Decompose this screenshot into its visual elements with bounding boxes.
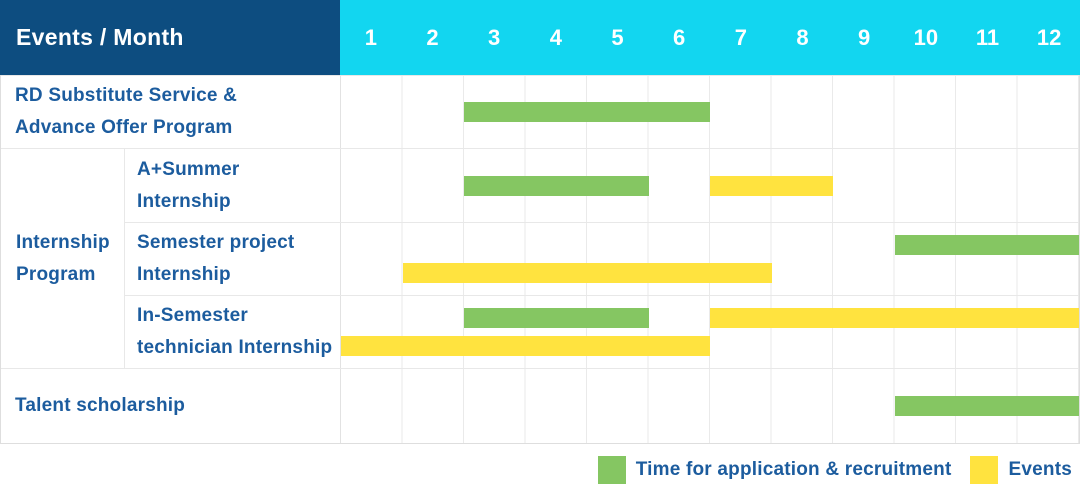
row-label-line: A+Summer — [137, 158, 240, 180]
legend-label: Time for application & recruitment — [635, 458, 952, 480]
subrow-label: Semester project Internship — [124, 223, 340, 295]
row-label-line: technician Internship — [137, 337, 333, 358]
month-header-12: 12 — [1036, 24, 1062, 50]
month-header-1: 1 — [364, 24, 377, 50]
row-label-line: Internship — [137, 264, 231, 285]
legend-swatch-green — [597, 455, 626, 484]
gantt-bar-green — [464, 175, 649, 196]
gantt-bar-yellow — [402, 263, 772, 283]
gantt-bar-green — [464, 102, 710, 122]
gantt-chart-cell — [340, 369, 1079, 443]
row-label-line: Internship — [16, 231, 110, 253]
group-subrows: A+Summer Internship Semester project Intern… — [124, 149, 1079, 368]
table-subrow: A+Summer Internship — [124, 149, 1079, 222]
gantt-bar-yellow — [341, 336, 710, 356]
row-label-line: Internship — [137, 190, 231, 212]
gantt-table-body: RD Substitute Service & Advance Offer Pro… — [0, 75, 1080, 444]
chart-legend: Time for application & recruitment Events — [0, 444, 1080, 494]
gantt-bar-yellow — [710, 308, 1079, 328]
gantt-chart-cell — [340, 296, 1079, 368]
month-header-9: 9 — [858, 24, 871, 50]
month-header-2: 2 — [426, 24, 439, 50]
row-label-line: Program — [16, 263, 96, 285]
table-row: Talent scholarship — [1, 368, 1079, 443]
month-header-11: 11 — [975, 24, 1000, 50]
legend-item-green: Time for application & recruitment — [597, 455, 952, 484]
month-header-7: 7 — [734, 24, 747, 50]
table-row: RD Substitute Service & Advance Offer Pro… — [1, 75, 1079, 148]
month-header-10: 10 — [913, 24, 939, 50]
table-subrow: Semester project Internship — [124, 222, 1079, 295]
month-header-6: 6 — [673, 24, 686, 50]
gantt-chart-cell — [340, 76, 1079, 148]
legend-item-yellow: Events — [970, 455, 1072, 484]
row-label-line: Talent scholarship — [15, 395, 186, 416]
subrow-label: A+Summer Internship — [124, 149, 340, 222]
row-label: Talent scholarship — [1, 369, 340, 443]
row-label-line: RD Substitute Service & — [15, 85, 238, 106]
row-label: RD Substitute Service & Advance Offer Pro… — [1, 76, 340, 148]
month-header-3: 3 — [488, 24, 501, 50]
gantt-bar-green — [894, 396, 1079, 416]
gantt-chart-cell — [340, 149, 1079, 222]
gantt-bar-green — [894, 235, 1079, 255]
gantt-bar-green — [464, 308, 649, 328]
legend-label: Events — [1008, 458, 1072, 480]
month-header-4: 4 — [549, 24, 562, 50]
month-header-8: 8 — [796, 24, 809, 50]
subrow-label: In-Semester technician Internship — [124, 296, 340, 368]
table-header-row: Events / Month 1 2 3 4 5 6 7 8 9 10 11 12 — [0, 0, 1080, 75]
row-label-line: In-Semester — [137, 305, 248, 326]
row-label-line: Semester project — [137, 232, 295, 253]
group-label: Internship Program — [1, 149, 124, 368]
table-group-row: Internship Program A+Summer Internship Semes… — [1, 148, 1079, 368]
events-month-header: Events / Month — [0, 0, 340, 75]
gantt-chart-cell — [340, 223, 1079, 295]
row-label-line: Advance Offer Program — [15, 117, 233, 138]
month-header-strip: 1 2 3 4 5 6 7 8 9 10 11 12 — [340, 0, 1080, 75]
month-header-5: 5 — [611, 24, 624, 50]
legend-swatch-yellow — [970, 455, 999, 484]
gantt-bar-yellow — [710, 175, 833, 196]
table-subrow: In-Semester technician Internship — [124, 295, 1079, 368]
